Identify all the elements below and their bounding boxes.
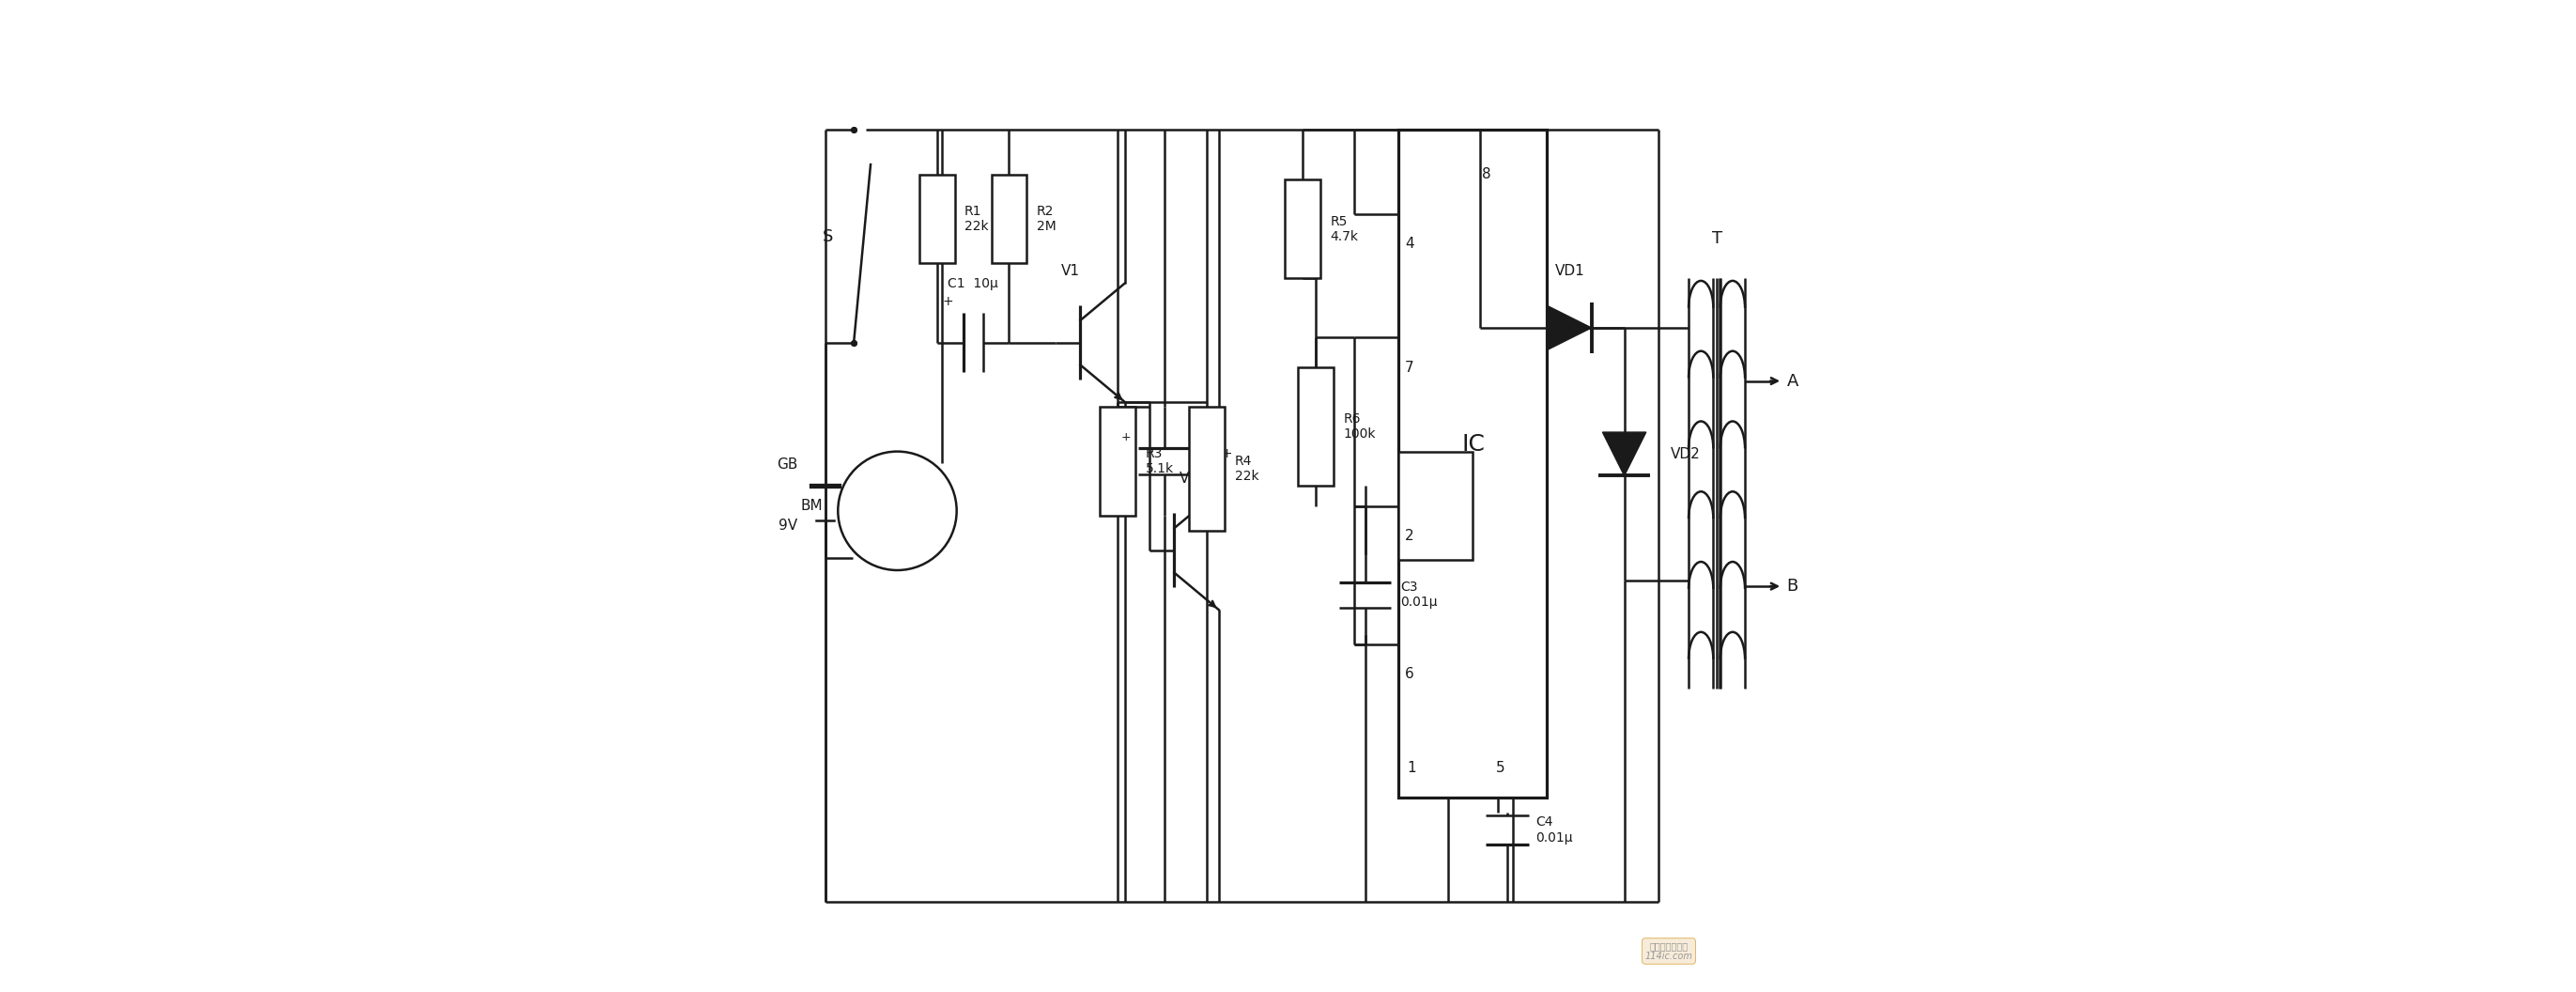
Text: 5: 5 xyxy=(1497,761,1504,775)
Text: VD2: VD2 xyxy=(1672,447,1700,461)
Bar xyxy=(1190,407,1224,531)
Text: C2 +
50μ: C2 + 50μ xyxy=(1200,447,1231,475)
Text: 维库电子市场网
114ic.com: 维库电子市场网 114ic.com xyxy=(1646,941,1692,961)
Polygon shape xyxy=(1548,307,1592,349)
Text: C3
0.01μ: C3 0.01μ xyxy=(1401,580,1437,609)
Bar xyxy=(920,175,956,264)
Polygon shape xyxy=(1602,433,1646,476)
Bar xyxy=(1399,130,1548,798)
Text: S: S xyxy=(822,228,835,245)
Text: GB: GB xyxy=(775,457,799,471)
Text: R3
5.1k: R3 5.1k xyxy=(1146,447,1175,475)
Text: 9V: 9V xyxy=(778,519,799,533)
Text: B: B xyxy=(1788,577,1798,595)
Text: V2: V2 xyxy=(1180,471,1198,486)
Bar xyxy=(992,175,1028,264)
Bar xyxy=(1285,180,1321,279)
Text: 6: 6 xyxy=(1404,667,1414,682)
Text: C1  10μ: C1 10μ xyxy=(948,277,999,290)
Text: VD1: VD1 xyxy=(1556,264,1584,279)
Bar xyxy=(1100,407,1136,516)
Text: 1: 1 xyxy=(1406,761,1417,775)
Text: BM: BM xyxy=(801,499,824,513)
Bar xyxy=(1399,451,1473,560)
Text: +: + xyxy=(1121,432,1131,443)
Text: R5
4.7k: R5 4.7k xyxy=(1332,214,1358,243)
Text: R2
2M: R2 2M xyxy=(1036,204,1056,233)
Text: IC: IC xyxy=(1461,433,1484,455)
Text: 7: 7 xyxy=(1404,360,1414,374)
Text: 8: 8 xyxy=(1481,168,1492,182)
Bar xyxy=(1298,367,1334,486)
Text: V1: V1 xyxy=(1061,264,1079,278)
Text: R1
22k: R1 22k xyxy=(963,204,989,233)
Text: A: A xyxy=(1788,373,1798,390)
Text: C4
0.01μ: C4 0.01μ xyxy=(1535,815,1571,844)
Text: R6
100k: R6 100k xyxy=(1345,413,1376,440)
Text: 2: 2 xyxy=(1404,529,1414,543)
Text: 4: 4 xyxy=(1404,237,1414,251)
Text: +: + xyxy=(943,295,953,308)
Text: R4
22k: R4 22k xyxy=(1234,454,1260,483)
Text: T: T xyxy=(1710,230,1721,247)
